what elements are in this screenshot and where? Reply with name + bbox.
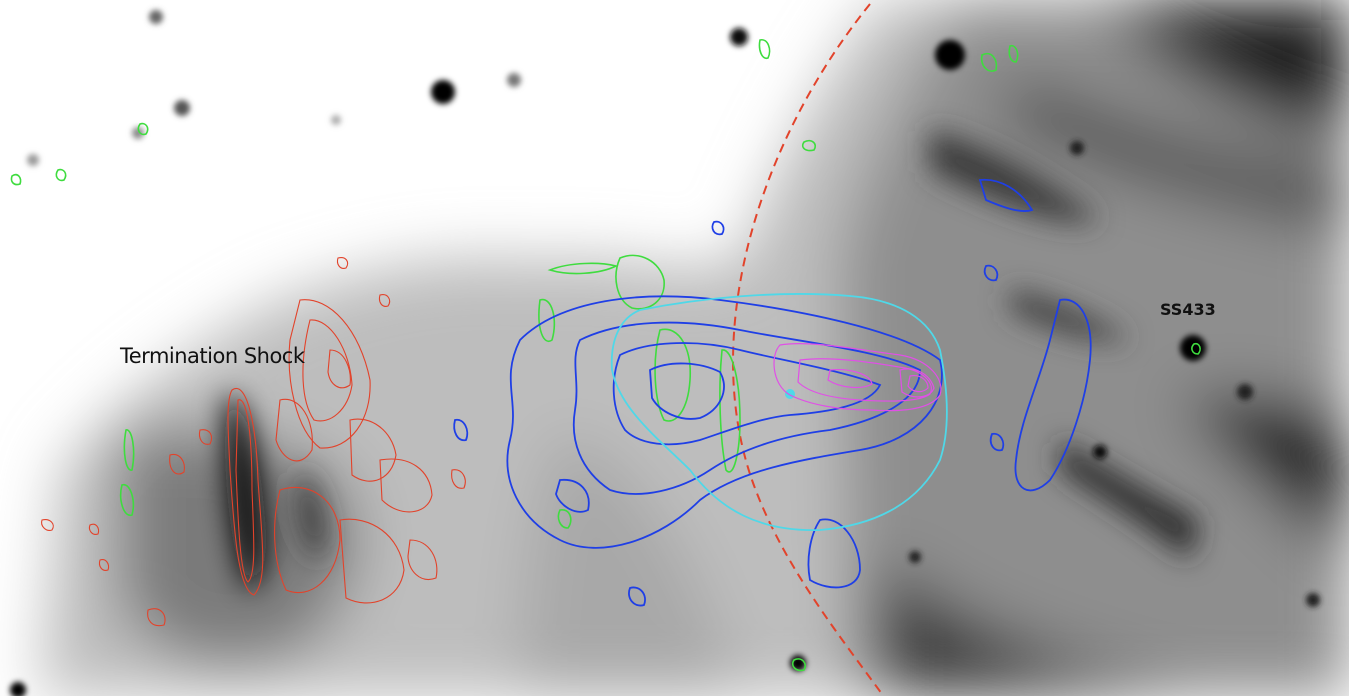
cyan-spot <box>785 389 795 399</box>
red-contours <box>41 257 466 627</box>
blue-contours <box>453 178 1092 607</box>
magenta-contours <box>773 343 942 412</box>
dashed-boundary-arc <box>732 3 883 695</box>
ss433-label: SS433 <box>1160 300 1216 319</box>
termination-shock-label: Termination Shock <box>120 344 305 368</box>
point-sources <box>10 10 1320 696</box>
cyan-region <box>610 293 948 531</box>
green-contours <box>10 39 1201 672</box>
